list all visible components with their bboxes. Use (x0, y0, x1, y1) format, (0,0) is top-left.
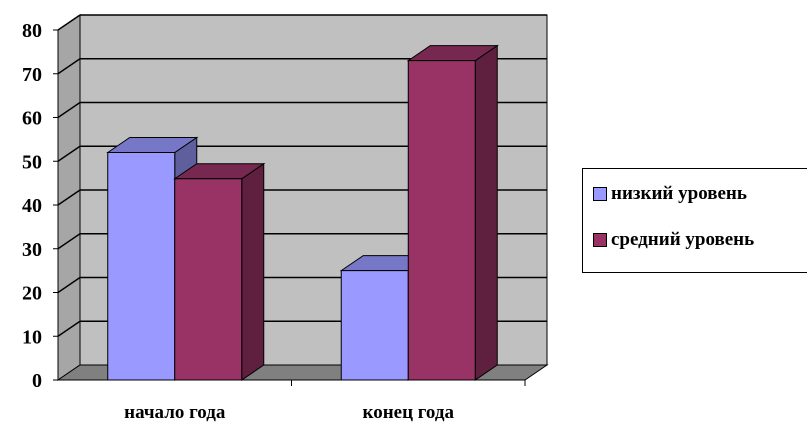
y-tick-label: 20 (22, 283, 42, 305)
legend-item-medium: средний уровень (593, 229, 754, 251)
bar-0-0-front (107, 152, 176, 381)
gridline-side (57, 101, 81, 119)
y-tick-label: 60 (22, 108, 42, 130)
x-category-label: конец года (363, 402, 455, 423)
bar-1-0-front (340, 270, 409, 381)
bar-0-1-front (174, 178, 243, 381)
gridline-side (57, 320, 81, 337)
bar-1-1-side (474, 44, 498, 381)
y-tick-label: 30 (22, 239, 42, 261)
legend-swatch-medium (593, 233, 607, 247)
legend-swatch-low (593, 187, 607, 201)
legend-item-low: низкий уровень (593, 183, 747, 205)
legend-label-medium: средний уровень (611, 229, 755, 250)
x-category-label: начало года (124, 402, 226, 423)
gridline-side (57, 276, 81, 294)
gridline-side (57, 189, 81, 206)
legend-label-low: низкий уровень (611, 183, 747, 204)
y-tick-label: 50 (22, 151, 42, 173)
gridline-side (57, 14, 81, 31)
legend: низкий уровень средний уровень (582, 168, 807, 273)
gridline-side (57, 58, 81, 75)
y-tick-label: 70 (22, 64, 42, 86)
y-tick-label: 40 (22, 195, 42, 217)
y-tick-label: 10 (22, 326, 42, 348)
bar-1-1-front (407, 60, 476, 381)
y-tick-label: 0 (32, 370, 42, 392)
y-tick-label: 80 (22, 20, 42, 42)
bar-0-1-side (241, 162, 265, 381)
gridline-side (57, 145, 81, 162)
gridline-side (57, 233, 81, 250)
